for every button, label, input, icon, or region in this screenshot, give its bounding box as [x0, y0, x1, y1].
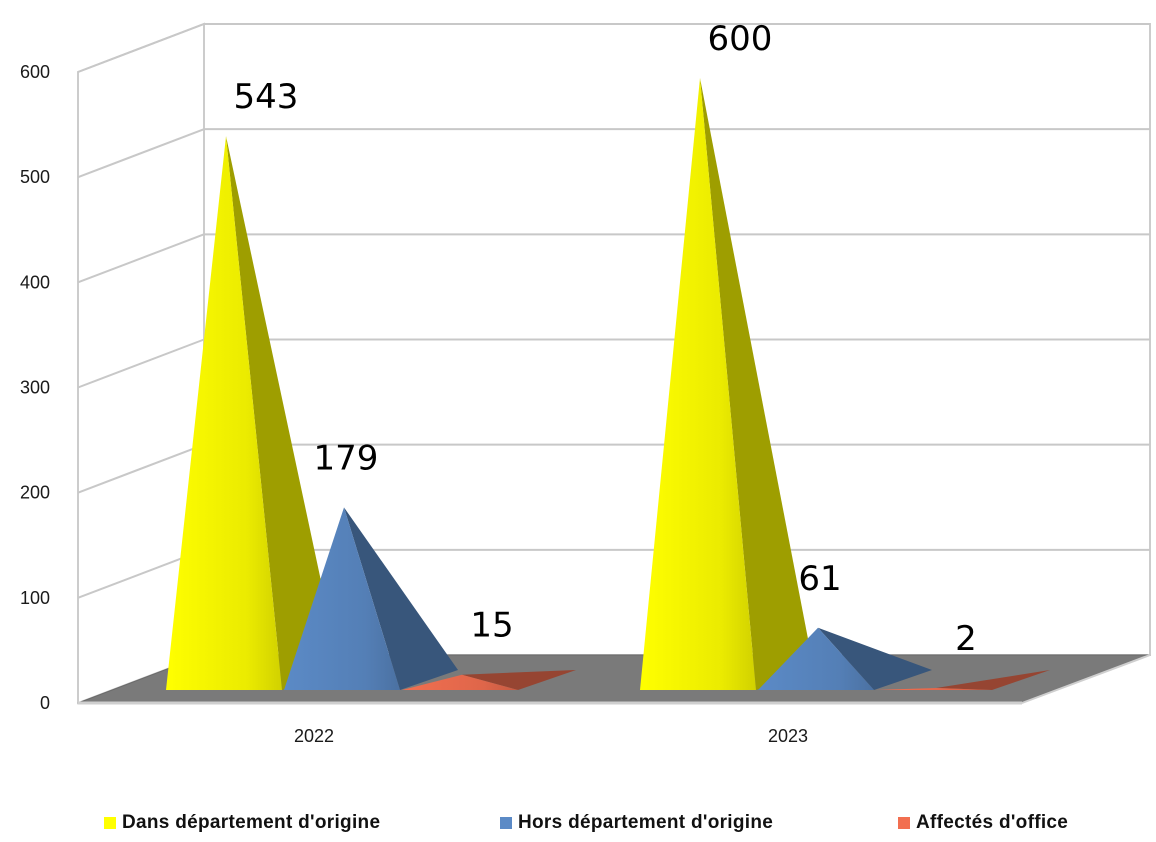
data-label: 2 — [955, 619, 977, 659]
pyramid-front-face — [166, 136, 282, 690]
pyramid-side-face — [700, 78, 814, 690]
legend-swatch-red — [898, 817, 910, 829]
pyramid-bar — [640, 78, 814, 690]
gridline-side — [77, 338, 205, 389]
y-tick-label: 0 — [40, 693, 50, 713]
pyramid-front-face — [284, 507, 400, 690]
data-label: 15 — [470, 606, 513, 646]
x-axis-categories: 2022 2023 — [294, 726, 808, 746]
pyramid-side-face — [226, 136, 340, 690]
floor-right-edge — [1021, 654, 1151, 704]
pyramid-bar — [876, 670, 1050, 690]
data-label: 600 — [708, 19, 773, 59]
pyramid-side-face — [462, 670, 576, 690]
y-tick-label: 400 — [20, 272, 50, 292]
legend-item-hors-departement: Hors département d'origine — [500, 812, 773, 834]
y-tick-label: 500 — [20, 167, 50, 187]
pyramid-side-face — [344, 507, 458, 690]
legend-label: Hors département d'origine — [518, 812, 774, 833]
x-category-label: 2022 — [294, 726, 334, 746]
pyramid-front-face — [758, 627, 874, 690]
pyramid-bar — [166, 136, 340, 690]
y-tick-label: 100 — [20, 588, 50, 608]
pyramid-side-face — [818, 627, 932, 690]
data-labels: 543 600 179 61 15 2 — [234, 19, 977, 659]
data-label: 61 — [798, 559, 841, 599]
y-tick-label: 200 — [20, 483, 50, 503]
pyramid-bar — [758, 627, 932, 690]
pyramid-front-face — [640, 78, 756, 690]
gridline-side — [77, 23, 205, 73]
legend-label: Dans département d'origine — [122, 812, 381, 833]
pyramid-bars — [166, 78, 1050, 690]
legend-swatch-blue — [500, 817, 512, 829]
legend-item-dans-departement: Dans département d'origine — [104, 812, 380, 834]
legend-item-affectes-office: Affectés d'office — [898, 812, 1068, 834]
legend: Dans département d'origine Hors départem… — [0, 812, 1156, 842]
gridlines — [77, 23, 1150, 599]
pyramid-bar — [284, 507, 458, 690]
y-axis-ticks: 0 100 200 300 400 500 600 — [20, 62, 50, 713]
data-label: 179 — [314, 438, 379, 478]
y-tick-label: 600 — [20, 62, 50, 82]
pyramid-bar — [402, 670, 576, 690]
gridline-side — [77, 128, 205, 179]
pyramid-side-face — [936, 670, 1050, 690]
chart-canvas: 0 100 200 300 400 500 600 2022 2023 543 600 179 61… — [20, 19, 1151, 746]
gridline-side — [77, 233, 205, 284]
pyramid-front-face — [402, 674, 518, 690]
x-category-label: 2023 — [768, 726, 808, 746]
y-tick-label: 300 — [20, 378, 50, 398]
gridline-side — [77, 443, 205, 494]
data-label: 543 — [234, 77, 299, 117]
legend-label: Affectés d'office — [916, 812, 1069, 833]
legend-swatch-yellow — [104, 817, 116, 829]
pyramid-front-face — [876, 687, 992, 690]
